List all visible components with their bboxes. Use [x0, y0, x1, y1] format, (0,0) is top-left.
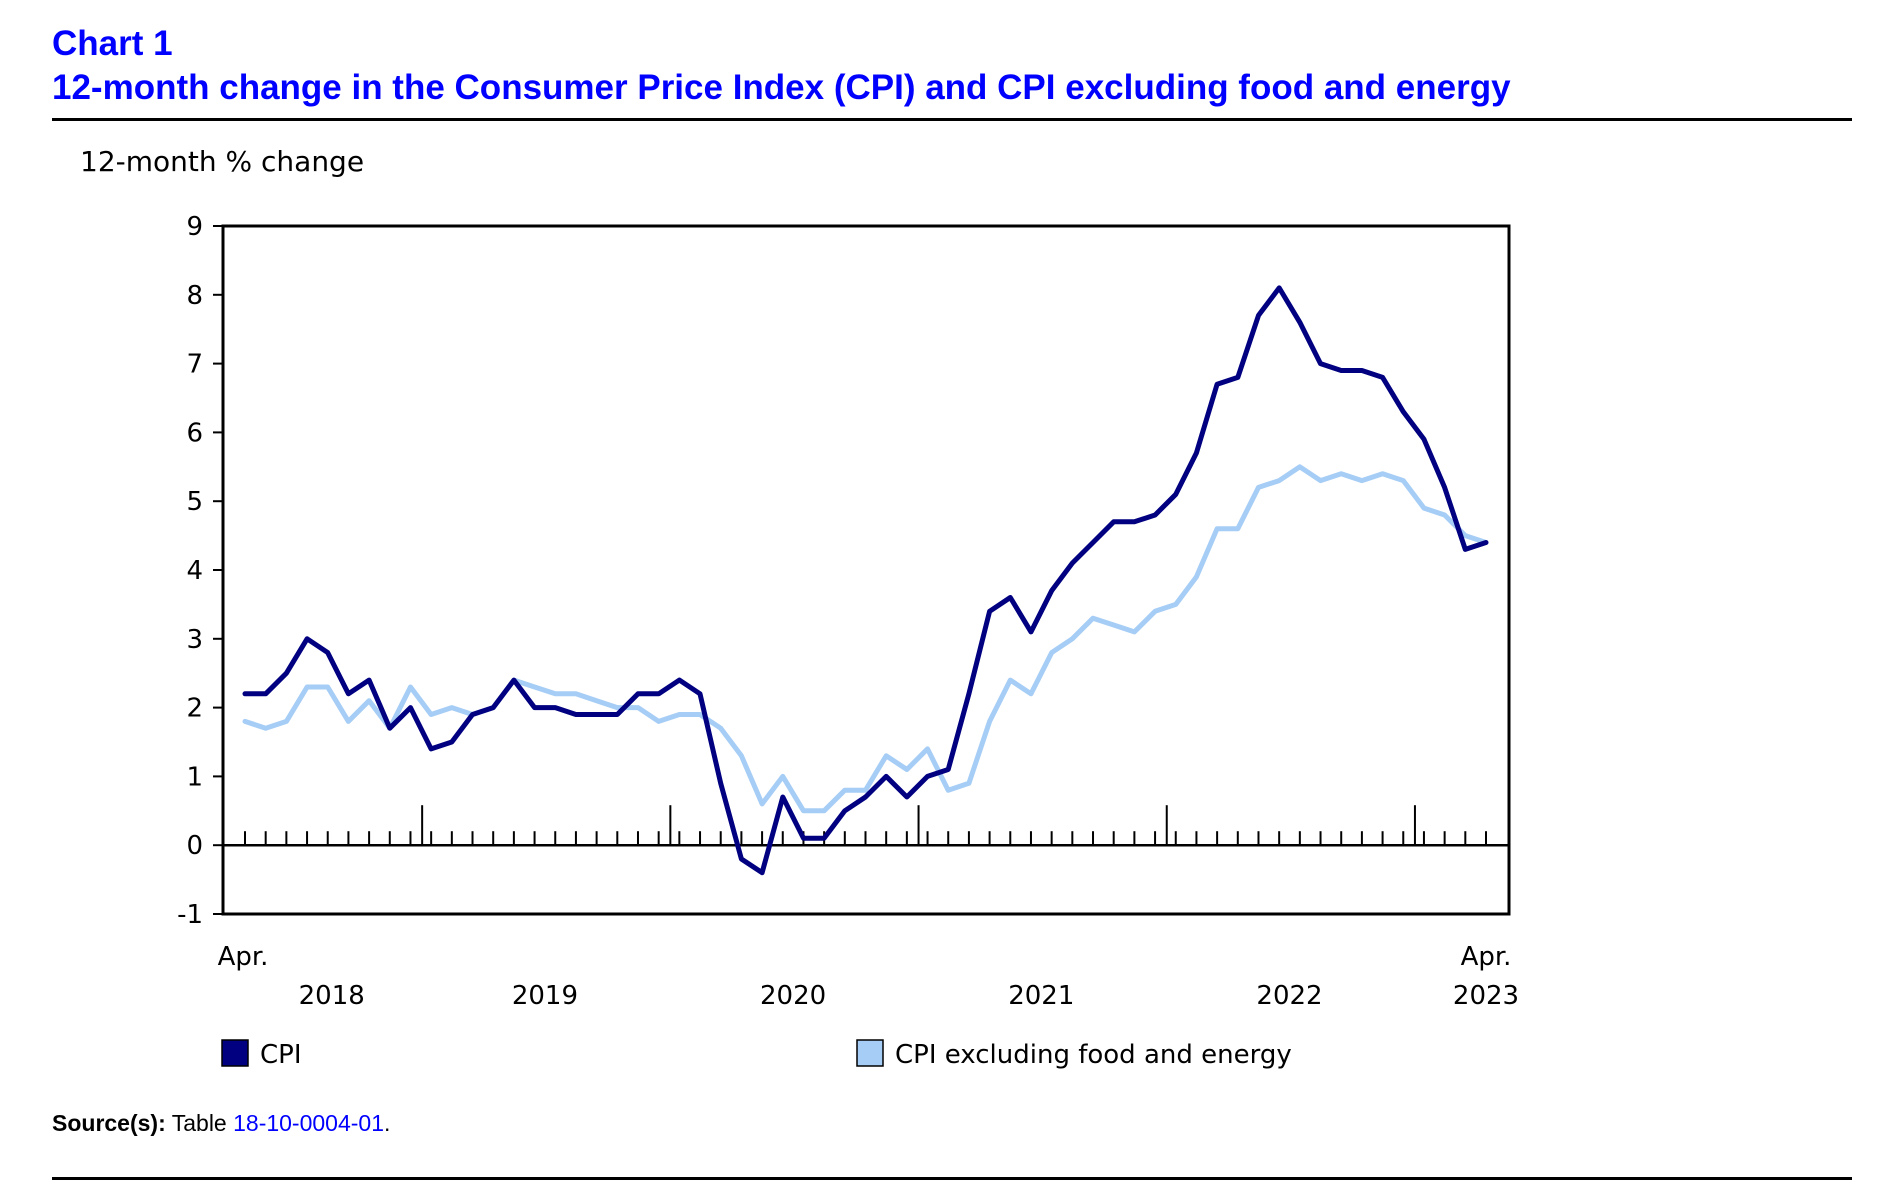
source-text: Table — [171, 1110, 227, 1136]
y-tick-label: -1 — [177, 900, 203, 930]
x-year-label: 2020 — [760, 981, 826, 1011]
legend: CPI CPI excluding food and energy — [221, 1039, 1292, 1070]
x-year-label: 2023 — [1453, 981, 1519, 1011]
x-start-month-label: Apr. — [218, 942, 269, 972]
source-table-link[interactable]: 18-10-0004-01 — [233, 1110, 385, 1136]
y-tick-label: 1 — [186, 762, 203, 792]
legend-swatch — [856, 1039, 884, 1067]
legend-swatch — [221, 1039, 249, 1067]
x-end-month-label: Apr. — [1461, 942, 1512, 972]
x-year-label: 2018 — [299, 981, 365, 1011]
source-suffix: . — [384, 1110, 391, 1136]
header-rule — [52, 118, 1852, 121]
y-axis-ticks: 9 8 7 6 5 4 3 2 1 0 -1 — [177, 212, 223, 930]
cpi-line-chart: 12-month % change 9 8 7 6 5 4 3 2 1 0 -1 Apr. Apr. 2… — [80, 145, 1520, 1070]
series-line-cpi — [242, 285, 1489, 876]
y-tick-label: 5 — [186, 487, 203, 517]
y-tick-label: 7 — [186, 350, 203, 380]
chart-header: Chart 1 12-month change in the Consumer … — [52, 22, 1852, 110]
y-tick-label: 4 — [186, 556, 203, 586]
x-year-label: 2022 — [1256, 981, 1322, 1011]
legend-label: CPI excluding food and energy — [895, 1040, 1292, 1070]
chart-title: 12-month change in the Consumer Price In… — [52, 68, 1511, 107]
source-label: Source(s): — [52, 1110, 166, 1136]
x-year-label: 2019 — [512, 981, 578, 1011]
plot-frame — [221, 224, 1511, 916]
source-note: Source(s): Table 18-10-0004-01. — [52, 1110, 390, 1137]
y-axis-label: 12-month % change — [80, 145, 364, 178]
y-tick-label: 8 — [186, 281, 203, 311]
x-axis-ticks — [244, 805, 1487, 846]
y-tick-label: 3 — [186, 625, 203, 655]
chart-number: Chart 1 — [52, 24, 173, 63]
series-line-cpi-excluding-food-energy — [242, 464, 1489, 814]
y-tick-label: 2 — [186, 694, 203, 724]
y-tick-label: 9 — [186, 212, 203, 242]
x-year-label: 2021 — [1008, 981, 1074, 1011]
y-tick-label: 0 — [186, 831, 203, 861]
legend-label: CPI — [260, 1040, 302, 1070]
series-layer — [242, 285, 1489, 876]
y-tick-label: 6 — [186, 418, 203, 448]
x-axis-labels: Apr. Apr. 2018 2019 2020 2021 2022 2023 — [218, 942, 1520, 1011]
footer-rule — [52, 1177, 1852, 1180]
